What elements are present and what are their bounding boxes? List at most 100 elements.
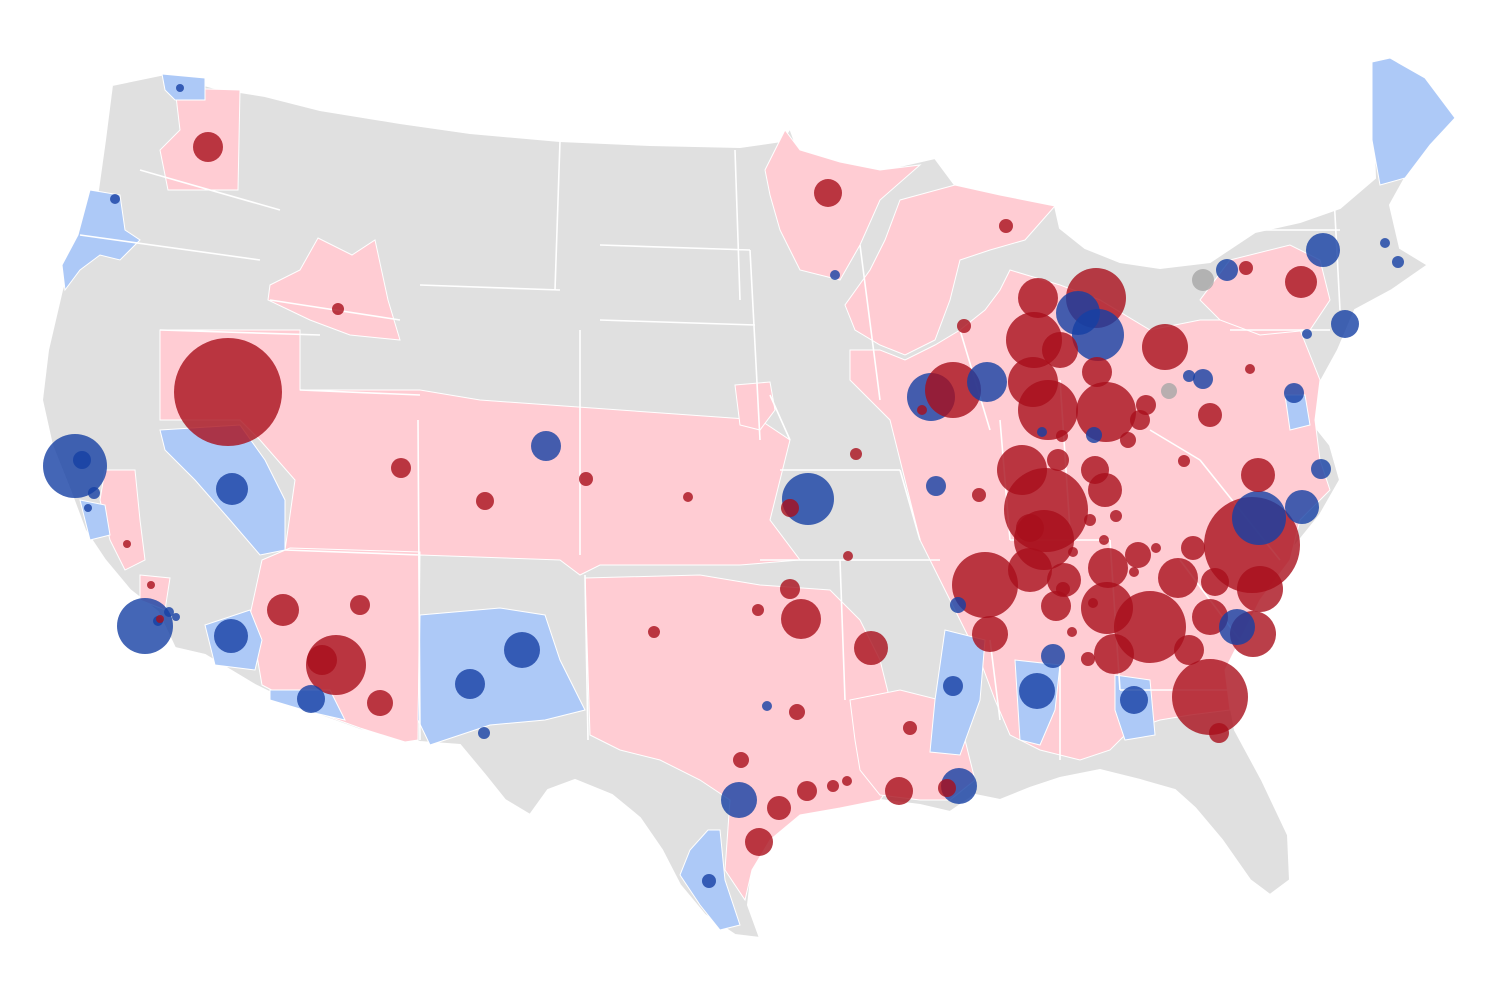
rep-bubble [1088,598,1098,608]
rep-bubble [648,626,660,638]
dem-bubble [43,434,107,498]
rep-bubble [267,594,299,626]
dem-bubble [1037,427,1047,437]
dem-bubble [455,669,485,699]
rep-bubble [1245,364,1255,374]
rep-bubble [733,752,749,768]
dem-bubble [1306,233,1340,267]
rep-bubble [1239,261,1253,275]
district-texas-oklahoma [584,574,911,902]
dem-bubble [1216,259,1238,281]
rep-bubble [1041,591,1071,621]
rep-bubble [917,405,927,415]
rep-bubble [827,780,839,792]
neutral-bubble [1161,383,1177,399]
rep-bubble [885,777,913,805]
rep-bubble [972,488,986,502]
rep-bubble [1181,536,1205,560]
rep-bubble [814,179,842,207]
rep-bubble [1285,266,1317,298]
district-maine-north [1371,57,1456,186]
dem-bubble [1041,644,1065,668]
rep-bubble [1241,458,1275,492]
dem-bubble [702,874,716,888]
dem-bubble [943,676,963,696]
dem-bubble [830,270,840,280]
rep-bubble [972,616,1008,652]
rep-bubble [1047,563,1081,597]
rep-bubble [781,599,821,639]
rep-bubble [683,492,693,502]
rep-bubble [1172,659,1248,735]
rep-bubble [1142,324,1188,370]
rep-bubble [1088,548,1128,588]
rep-bubble [1068,547,1078,557]
rep-bubble [579,472,593,486]
rep-bubble [842,776,852,786]
rep-bubble [745,828,773,856]
rep-bubble [350,595,370,615]
dem-bubble [1019,673,1055,709]
rep-bubble [789,704,805,720]
dem-bubble [172,613,180,621]
dem-bubble [216,473,248,505]
rep-bubble [1018,278,1058,318]
rep-bubble [1076,382,1136,442]
dem-bubble [1086,427,1102,443]
rep-bubble [1094,634,1134,674]
dem-bubble [110,194,120,204]
dem-bubble [1219,609,1255,645]
dem-bubble [117,598,173,654]
rep-bubble [952,552,1018,618]
rep-bubble [1178,455,1190,467]
rep-bubble [156,615,164,623]
rep-bubble [1042,332,1078,368]
rep-bubble [1067,627,1077,637]
dem-bubble [88,487,100,499]
rep-bubble [1088,473,1122,507]
dem-bubble [1183,370,1195,382]
rep-bubble [332,303,344,315]
rep-bubble [1018,380,1078,440]
dem-bubble [762,701,772,711]
rep-bubble [1114,591,1186,663]
dem-bubble [967,362,1007,402]
rep-bubble [781,499,799,517]
rep-bubble [307,645,337,675]
rep-bubble [1082,357,1112,387]
rep-bubble [938,779,956,797]
rep-bubble [1130,410,1150,430]
rep-bubble [1125,542,1151,568]
rep-bubble [767,796,791,820]
rep-bubble [1192,599,1228,635]
rep-bubble [1237,566,1283,612]
dem-bubble [1331,310,1359,338]
rep-bubble [1014,510,1074,570]
rep-bubble [1158,558,1198,598]
rep-bubble [1129,567,1139,577]
dem-bubble [1311,459,1331,479]
dem-bubble [504,632,540,668]
rep-bubble [193,132,223,162]
rep-bubble [1081,652,1095,666]
rep-bubble [147,581,155,589]
rep-bubble [1209,723,1229,743]
rep-bubble [1084,514,1096,526]
dem-bubble [73,451,91,469]
dem-bubble [1072,309,1124,361]
rep-bubble [1110,510,1122,522]
rep-bubble [843,551,853,561]
dem-bubble [950,597,966,613]
rep-bubble [123,540,131,548]
dem-bubble [164,607,174,617]
rep-bubble [1151,543,1161,553]
rep-bubble [854,631,888,665]
dem-bubble [176,84,184,92]
dem-bubble [1284,383,1304,403]
rep-bubble [925,362,981,418]
rep-bubble [367,690,393,716]
dem-bubble [531,431,561,461]
rep-bubble [780,579,800,599]
rep-bubble [797,781,817,801]
